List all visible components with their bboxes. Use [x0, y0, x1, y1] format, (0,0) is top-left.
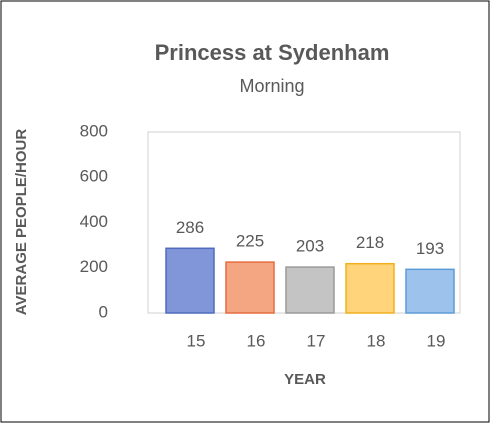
y-tick-label: 600 [80, 167, 108, 186]
y-tick-label: 800 [80, 121, 108, 140]
data-label: 193 [416, 239, 444, 258]
y-tick-label: 0 [99, 302, 108, 321]
x-tick-label: 17 [307, 331, 326, 350]
data-label: 218 [356, 233, 384, 252]
bar [345, 262, 395, 314]
y-axis-label: AVERAGE PEOPLE/HOUR [13, 129, 30, 316]
x-tick-label: 19 [427, 331, 446, 350]
y-tick-label: 200 [80, 257, 108, 276]
data-label: 203 [296, 237, 324, 256]
bar [165, 247, 215, 314]
x-tick-label: 18 [367, 331, 386, 350]
bar [405, 268, 455, 314]
data-label: 286 [176, 218, 204, 237]
y-tick-label: 400 [80, 212, 108, 231]
bar [225, 261, 275, 314]
x-tick-label: 16 [247, 331, 266, 350]
x-axis-label: YEAR [284, 371, 326, 388]
bar [285, 266, 335, 314]
x-tick-label: 15 [187, 331, 206, 350]
chart-subtitle: Morning [239, 76, 304, 96]
chart-title: Princess at Sydenham [155, 40, 390, 65]
data-label: 225 [236, 232, 264, 251]
